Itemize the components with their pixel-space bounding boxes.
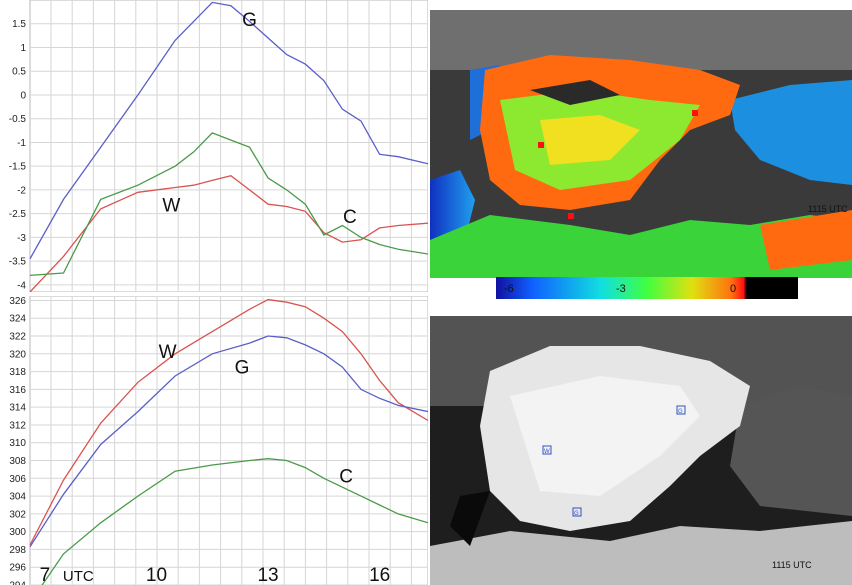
- bottom-series-label-c: C: [339, 467, 353, 488]
- satellite-difference-image: 1115 UTC: [430, 10, 852, 278]
- top-y-tick-label: -0.5: [9, 114, 27, 125]
- bottom-y-tick-label: 298: [9, 545, 26, 556]
- bottom-series-line-w: [29, 298, 428, 546]
- top-y-tick-label: -4: [17, 280, 26, 291]
- bottom-plot-area: [29, 296, 428, 585]
- top-series-line-w: [29, 174, 428, 292]
- top-chart-series-labels: G W C: [162, 10, 356, 228]
- bottom-y-tick-label: 310: [9, 438, 26, 449]
- bottom-chart-grid: [29, 296, 428, 585]
- bottom-x-unit-label: UTC: [63, 568, 94, 585]
- top-y-tick-label: 1.5: [12, 19, 26, 30]
- top-series-label-g: G: [242, 10, 257, 31]
- bottom-y-tick-label: 294: [9, 581, 26, 585]
- top-difference-chart: -4 -3.5 -3 -2.5 -2 -1.5 -1 -0.5 0 0.5 1 1.5 G W C: [9, 0, 428, 292]
- top-y-tick-label: -3: [17, 233, 26, 244]
- bottom-y-tick-label: 300: [9, 527, 26, 538]
- bottom-series-label-w: W: [159, 342, 177, 363]
- satellite-bottom-timestamp: 1115 UTC: [772, 560, 812, 570]
- bottom-y-tick-label: 324: [9, 314, 26, 325]
- marker-w: W: [544, 449, 550, 455]
- colorbar-legend: -6 -3 0: [496, 277, 798, 299]
- bottom-y-tick-label: 296: [9, 563, 26, 574]
- satellite-brightness-image: G W G 1115 UTC: [430, 316, 852, 585]
- top-series-line-c: [29, 132, 428, 277]
- top-y-tick-label: 1: [20, 43, 26, 54]
- satellite-bottom-markers: G W G: [542, 405, 686, 517]
- bottom-y-tick-label: 320: [9, 349, 26, 360]
- top-y-tick-label: 0.5: [12, 67, 26, 78]
- bottom-y-tick-label: 304: [9, 492, 26, 503]
- bottom-y-tick-label: 314: [9, 403, 26, 414]
- bottom-chart-y-ticks: 294 296 298 300 302 304 306 308 310 312 314 316 318 3…: [9, 296, 26, 585]
- top-chart-y-ticks: -4 -3.5 -3 -2.5 -2 -1.5 -1 -0.5 0 0.5 1 1.5: [9, 19, 27, 291]
- bottom-y-tick-label: 302: [9, 509, 26, 520]
- bottom-y-tick-label: 326: [9, 296, 26, 307]
- colorbar-label-max: 0: [730, 283, 736, 295]
- top-chart-grid: [29, 0, 428, 292]
- top-series-line-g: [29, 1, 428, 260]
- bottom-y-tick-label: 306: [9, 474, 26, 485]
- bottom-y-tick-label: 316: [9, 385, 26, 396]
- top-y-tick-label: 0: [20, 90, 26, 101]
- top-y-tick-label: -2.5: [9, 209, 27, 220]
- bottom-chart-series: [29, 298, 428, 585]
- bottom-series-label-g: G: [235, 357, 250, 378]
- top-series-label-c: C: [343, 207, 357, 228]
- bottom-chart-x-ticks: 7 10 13 16 UTC: [40, 565, 391, 585]
- top-y-tick-label: -3.5: [9, 257, 27, 268]
- bottom-series-line-c: [41, 458, 428, 585]
- satellite-top-timestamp: 1115 UTC: [808, 204, 848, 214]
- top-y-tick-label: -1.5: [9, 162, 27, 173]
- top-series-label-w: W: [162, 195, 180, 216]
- bottom-y-tick-label: 318: [9, 367, 26, 378]
- marker-g-south: G: [574, 511, 579, 517]
- bottom-temperature-chart: 294 296 298 300 302 304 306 308 310 312 314 316 318 3…: [9, 296, 428, 585]
- bottom-y-tick-label: 308: [9, 456, 26, 467]
- bottom-chart-series-labels: W G C: [159, 342, 353, 487]
- bottom-x-tick-label: 10: [146, 565, 167, 585]
- bottom-series-line-g: [29, 335, 428, 548]
- bottom-y-tick-label: 322: [9, 332, 26, 343]
- bottom-y-tick-label: 312: [9, 420, 26, 431]
- bottom-x-tick-label: 16: [369, 565, 390, 585]
- top-plot-area: [29, 0, 428, 292]
- top-y-tick-label: -2: [17, 185, 26, 196]
- marker-g-east: G: [678, 409, 683, 415]
- top-y-tick-label: -1: [17, 138, 26, 149]
- colorbar-label-mid: -3: [616, 283, 626, 295]
- top-chart-series: [29, 1, 428, 292]
- colorbar-label-min: -6: [504, 283, 514, 295]
- bottom-x-tick-label: 13: [257, 565, 278, 585]
- bottom-x-tick-label: 7: [40, 565, 51, 585]
